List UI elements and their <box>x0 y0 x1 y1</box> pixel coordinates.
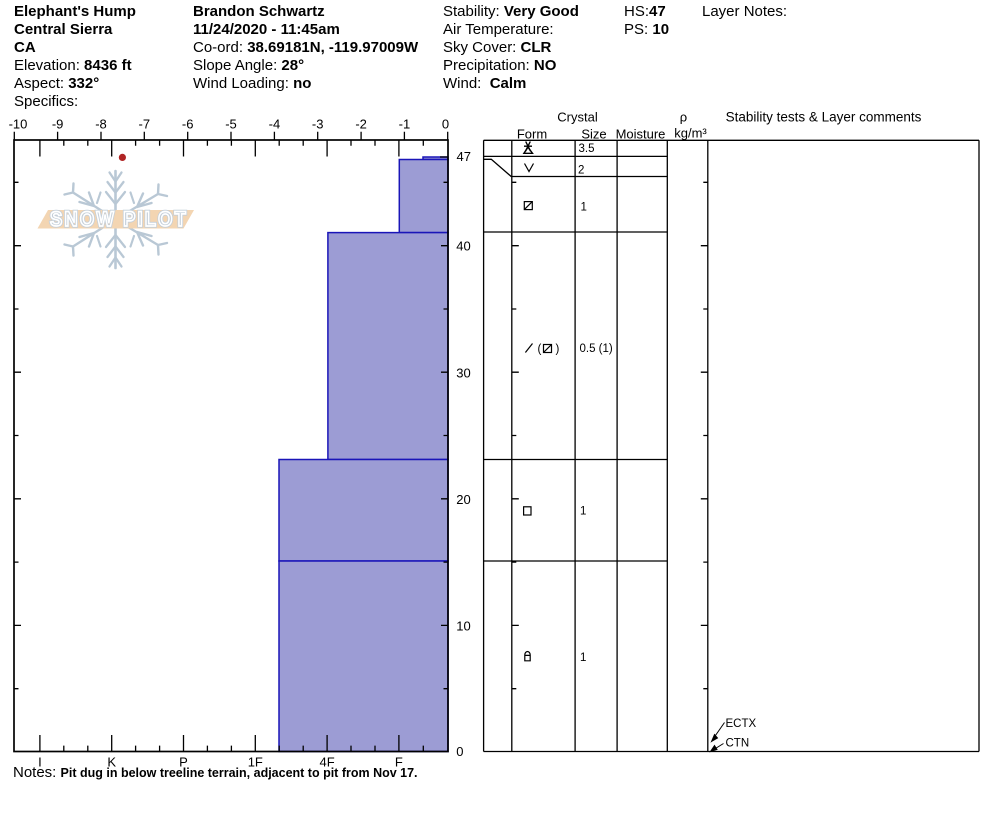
svg-text:ECTX: ECTX <box>726 718 757 730</box>
svg-text:SNOW PILOT: SNOW PILOT <box>50 208 188 231</box>
svg-text:20: 20 <box>456 492 470 507</box>
svg-text:-4: -4 <box>269 117 281 132</box>
svg-text:ρ: ρ <box>680 110 687 125</box>
svg-text:4F: 4F <box>320 755 335 770</box>
svg-text:Moisture: Moisture <box>616 127 666 142</box>
svg-text:1: 1 <box>580 652 586 664</box>
svg-text:30: 30 <box>456 366 470 381</box>
svg-text:Form: Form <box>517 127 547 142</box>
svg-text:kg/m³: kg/m³ <box>674 126 707 141</box>
svg-text:2: 2 <box>578 165 584 177</box>
svg-text:3.5: 3.5 <box>579 143 595 155</box>
svg-text:1F: 1F <box>248 755 263 770</box>
svg-text:-9: -9 <box>52 117 64 132</box>
svg-text:40: 40 <box>456 239 470 254</box>
svg-text:10: 10 <box>456 619 470 634</box>
svg-text:-5: -5 <box>225 117 237 132</box>
svg-text:I: I <box>38 755 42 770</box>
svg-text:K: K <box>107 755 116 770</box>
svg-text:F: F <box>395 755 403 770</box>
svg-text:-10: -10 <box>9 117 28 132</box>
svg-text:-1: -1 <box>399 117 411 132</box>
svg-text:1: 1 <box>580 506 586 518</box>
svg-text:P: P <box>179 755 188 770</box>
svg-text:0.5 (1): 0.5 (1) <box>580 343 613 355</box>
svg-text:(: ( <box>538 344 542 356</box>
svg-text:-3: -3 <box>312 117 324 132</box>
svg-text:Crystal: Crystal <box>557 110 598 125</box>
svg-text:-8: -8 <box>95 117 107 132</box>
svg-text:Size: Size <box>581 127 606 142</box>
svg-text:0: 0 <box>456 744 463 759</box>
svg-text:CTN: CTN <box>726 738 750 750</box>
svg-text:47: 47 <box>457 149 471 164</box>
svg-text:SNOW PILOT: SNOW PILOT <box>50 208 188 231</box>
svg-text:-6: -6 <box>182 117 194 132</box>
svg-text:Stability tests & Layer commen: Stability tests & Layer comments <box>726 110 922 125</box>
svg-text:-7: -7 <box>139 117 151 132</box>
svg-text:): ) <box>556 344 560 356</box>
svg-text:0: 0 <box>442 117 449 132</box>
svg-text:1: 1 <box>581 202 587 214</box>
svg-text:-2: -2 <box>355 117 367 132</box>
